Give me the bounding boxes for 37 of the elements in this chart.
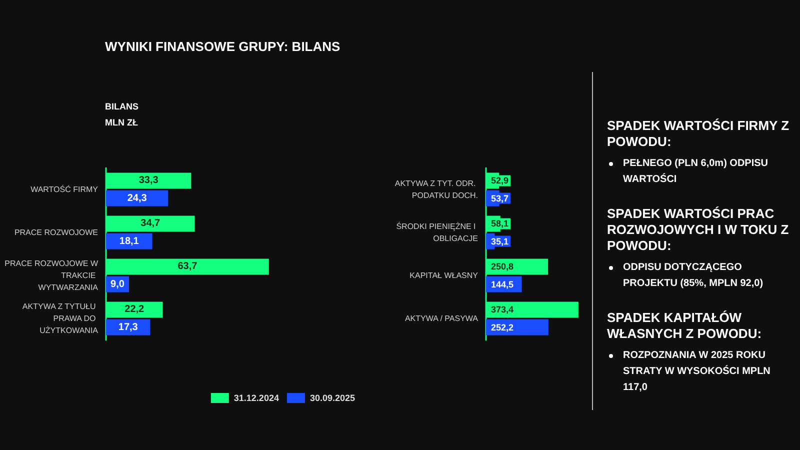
y-tick-label: AKTYWA Z TYTUŁU PRAWA DO UŻYTKOWANIA [22, 302, 99, 335]
data-label: 34,7 [140, 218, 161, 230]
data-label: 24,3 [127, 192, 148, 204]
data-label: 144,5 [491, 279, 514, 290]
data-label: 9,0 [110, 278, 125, 290]
y-tick-label: WARTOŚĆ FIRMY [30, 184, 99, 194]
data-label: 22,2 [124, 304, 145, 316]
data-label: 53,7 [491, 193, 509, 204]
legend-label: 30.09.2025 [310, 393, 356, 403]
text: ODPISU DOTYCZĄCEGO PROJEKTU (85%, MPLN 92,0) [623, 261, 764, 291]
data-label: 35,1 [491, 236, 509, 246]
data-label: 252,2 [491, 322, 514, 332]
chart-title: WYNIKI FINANSOWE GRUPY: BILANS [105, 39, 341, 54]
text: SPADEK WARTOŚCI PRAC ROZWOJOWYCH I W TOKU Z POWODU: [607, 206, 790, 254]
y-tick-label: AKTYWA / PASYWA [404, 314, 479, 323]
text: MLN ZŁ [105, 118, 138, 128]
data-label: 373,4 [491, 304, 514, 315]
bar [106, 233, 152, 250]
data-label: 17,3 [118, 322, 138, 333]
legend-label: 31.12.2024 [234, 393, 279, 403]
data-label: 33,3 [138, 175, 159, 186]
text: PEŁNEGO (PLN 6,0m) ODPISU WARTOŚCI [623, 157, 770, 187]
data-label: 250,8 [491, 262, 514, 272]
data-label: 52,9 [491, 176, 509, 186]
text: SPADEK WARTOŚCI FIRMY Z POWODU: [607, 118, 790, 150]
data-label: 18,1 [119, 236, 140, 247]
chart-subtitle: BILANS [105, 102, 138, 112]
y-tick-label: PRACE ROZWOJOWE [14, 228, 98, 237]
text: SPADEK KAPITAŁÓW WŁASNYCH Z POWODU: [607, 310, 763, 342]
data-label: 58,1 [491, 218, 509, 229]
data-label: 63,7 [178, 261, 198, 272]
y-tick-label: ŚRODKI PIENIĘŻNE I OBLIGACJE [396, 221, 478, 243]
bar [106, 190, 168, 206]
y-tick-label: PRACE ROZWOJOWE W TRAKCIE WYTWARZANIA [4, 259, 99, 292]
text: ROZPOZNANIA W 2025 ROKU STRATY W WYSOKOŚCI MPLN 117,0 [623, 349, 772, 395]
y-tick-label: AKTYWA Z TYT. ODR. PODATKU DOCH. [394, 179, 478, 200]
y-tick-label: KAPITAŁ WŁASNY [410, 271, 479, 280]
